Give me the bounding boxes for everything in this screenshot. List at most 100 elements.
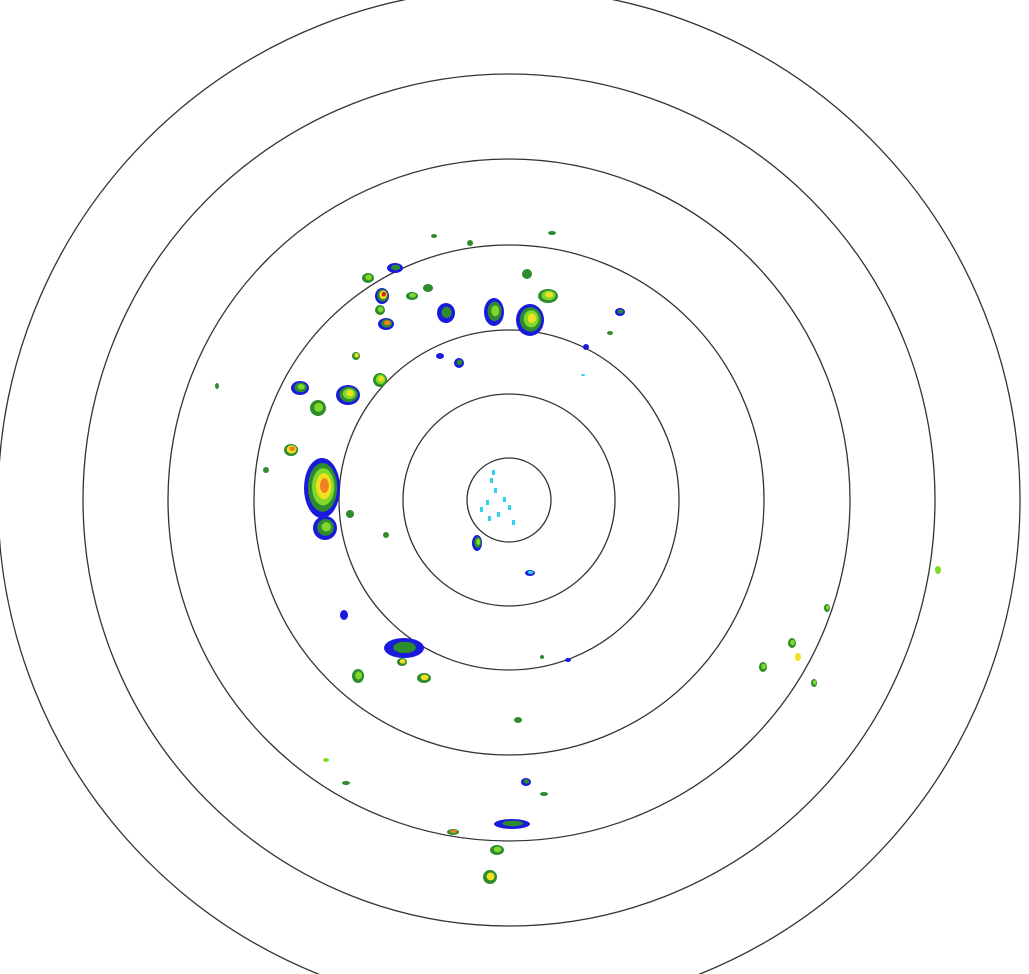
echo-heavy-echo [486,872,495,881]
range-ring-4 [253,244,765,756]
echo-bright-echo [365,274,372,281]
echo-cell [548,231,556,235]
echo-clutter [527,570,534,575]
echo-cell [484,298,504,326]
echo-cell [759,662,767,672]
echo-heavy-echo [346,390,354,397]
echo-bright-echo [493,846,502,853]
echo-light-echo [436,353,444,359]
range-ring-5 [167,158,851,842]
echo-extreme-echo [381,291,386,297]
echo-light-echo [583,344,589,350]
echo-cell [336,385,360,405]
echo-moderate-echo [431,234,437,238]
echo-moderate-echo [502,820,523,827]
echo-cell [378,318,394,330]
echo-cell [583,344,589,350]
echo-cell [352,352,360,360]
echo-cell [540,655,544,659]
echo-moderate-echo [540,792,548,796]
echo-cell [454,358,464,368]
precipitation-echoes [215,231,941,884]
echo-bright-echo [297,384,305,390]
echo-cell [516,304,544,336]
echo-moderate-echo [548,231,556,235]
echo-cell [514,717,522,723]
clutter-pixel [492,470,495,475]
echo-light-echo [340,610,348,620]
echo-moderate-echo [514,717,522,723]
echo-cell [581,374,585,376]
range-ring-6 [82,73,936,927]
echo-moderate-echo [523,779,530,784]
echo-cell [467,240,473,246]
echo-cell [352,669,364,683]
echo-moderate-echo [423,284,433,292]
echo-intense-echo [384,320,391,326]
echo-cell [342,781,350,785]
echo-heavy-echo [527,313,537,324]
echo-cell [304,458,340,518]
echo-bright-echo [321,522,331,532]
clutter-pixel [494,488,497,493]
echo-cell [490,845,504,855]
echo-cell [375,305,385,315]
echo-moderate-echo [607,331,613,335]
echo-bright-echo [825,605,830,610]
echo-cell [383,532,389,538]
echo-moderate-echo [263,467,269,473]
echo-cell [472,535,482,551]
echo-bright-echo [761,663,766,670]
echo-cell [788,638,796,648]
echo-bright-echo [476,538,481,545]
echo-cell [436,353,444,359]
echo-cell [483,870,497,884]
clutter-pixel [488,516,491,521]
echo-cell [494,819,530,829]
echo-moderate-echo [393,641,416,654]
echo-cell [540,792,548,796]
echo-moderate-echo [441,306,452,319]
echo-cell [340,610,348,620]
echo-cell [538,289,558,303]
echo-cell [406,292,418,300]
echo-cell [373,373,387,387]
echo-cell [607,331,613,335]
echo-cell [565,658,571,662]
echo-bright-echo [812,680,817,685]
echo-bright-echo [409,293,416,298]
range-ring-2 [402,393,616,607]
echo-cell [525,570,535,576]
echo-bright-echo [355,671,362,680]
echo-cell [824,604,830,612]
ground-clutter [480,470,515,525]
echo-intense-echo [319,478,329,493]
range-ring-3 [338,329,680,671]
echo-heavy-echo [795,653,801,661]
echo-moderate-echo [391,264,401,271]
echo-cell [323,758,329,762]
echo-moderate-echo [215,383,219,389]
echo-cell [521,778,531,786]
echo-cell [795,653,801,661]
echo-intense-echo [289,446,295,452]
echo-cell [431,234,437,238]
echo-light-echo [565,658,571,662]
echo-bright-echo [377,306,384,313]
echo-bright-echo [935,566,941,574]
echo-moderate-echo [342,781,350,785]
echo-bright-echo [491,305,500,317]
echo-moderate-echo [456,359,463,366]
echo-cell [397,658,407,666]
range-ring-1 [466,457,552,543]
clutter-pixel [497,512,500,517]
echo-cell [615,308,625,316]
echo-moderate-echo [346,510,354,518]
echo-cell [284,444,298,456]
echo-cell [417,673,431,683]
echo-moderate-echo [383,532,389,538]
echo-heavy-echo [354,353,359,358]
echo-cell [263,467,269,473]
